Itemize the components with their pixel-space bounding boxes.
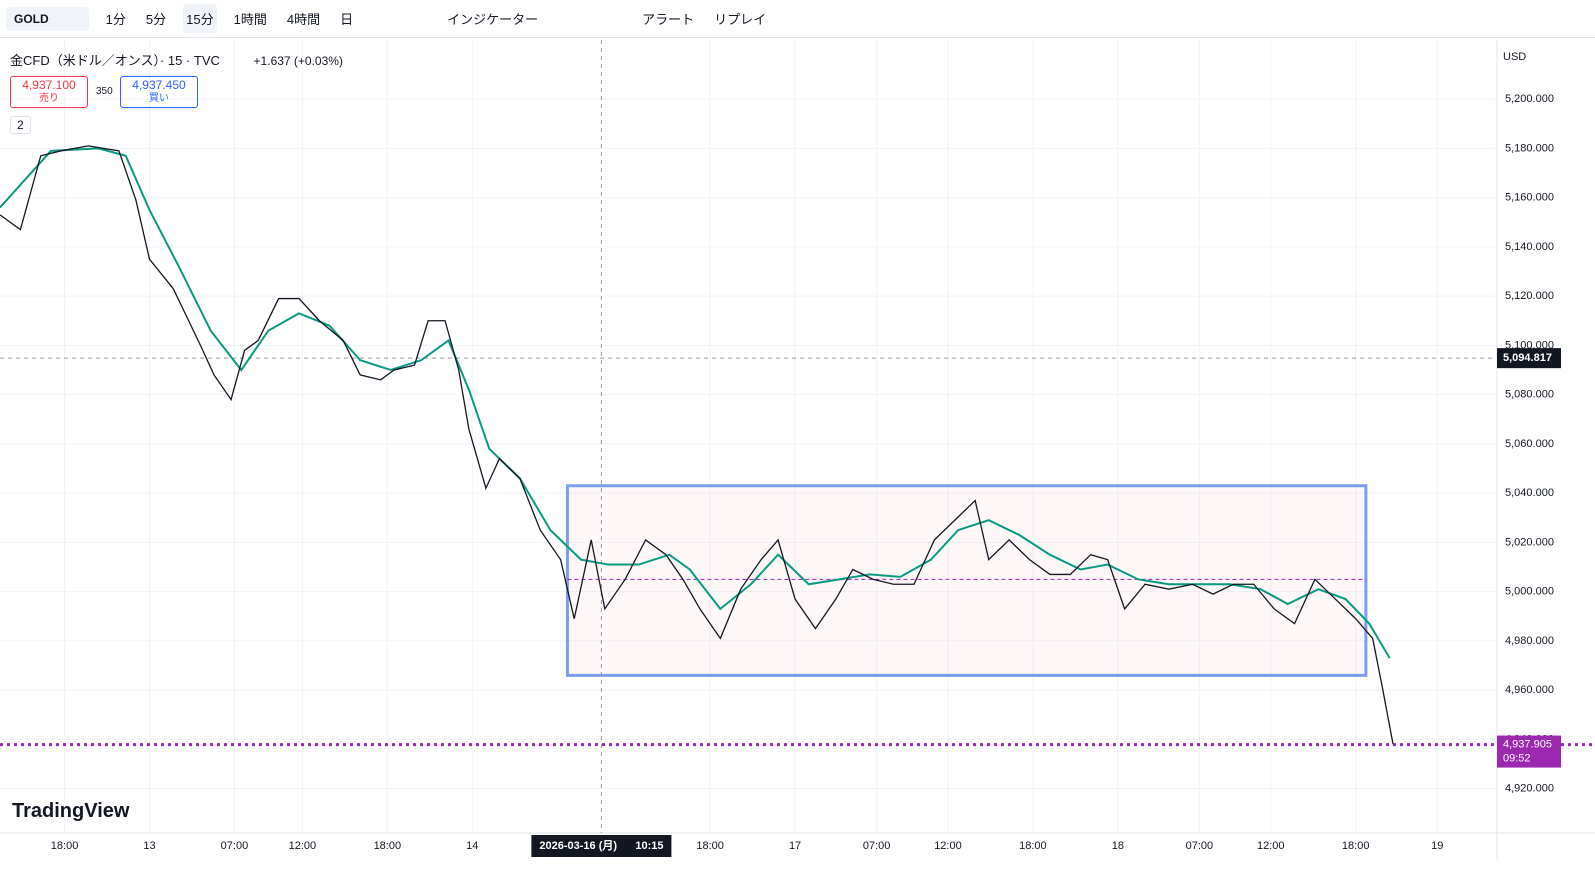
interval[interactable]: 日 [340,12,354,27]
x-tick-label: 12:00 [289,840,317,852]
alert-button[interactable]: アラート [642,12,695,27]
crosshair-label-bg [1497,348,1561,369]
y-tick-label: 5,040.000 [1505,487,1554,499]
symbol-search[interactable]: GOLD [6,6,89,31]
x-tick-label: 18 [1112,840,1124,852]
y-tick-label: 5,160.000 [1505,192,1554,204]
buy-label: 買い [149,93,169,104]
buy-price: 4,937.450 [132,78,186,92]
crosshair-time-bg [531,835,672,857]
x-tick-label: 18:00 [1019,840,1047,852]
x-tick-label: 07:00 [863,840,891,852]
y-tick-label: 5,140.000 [1505,241,1554,253]
spread: 350 [96,86,113,97]
interval[interactable]: 5分 [145,12,167,27]
chart: 5,200.000 5,180.000 5,160.000 5,140.000 5,12… [0,40,1595,860]
crosshair-label: 5,094.817 [1503,352,1552,364]
interval[interactable]: 1分 [105,12,126,27]
y-tick-label: 5,060.000 [1505,438,1554,450]
interval[interactable]: 15分 [183,4,217,33]
price-line [0,145,1394,745]
sell-button[interactable]: 4,937.100 売り [10,76,88,108]
crosshair-time: 10:15 [635,840,663,852]
interval[interactable]: 1時間 [233,12,267,27]
y-tick-label: 5,180.000 [1505,142,1554,154]
change: +1.637 (+0.03%) [253,54,343,68]
x-tick-label: 14 [466,840,478,852]
x-tick-label: 18:00 [696,840,724,852]
x-tick-label: 19 [1431,840,1443,852]
y-tick-label: 5,120.000 [1505,290,1554,302]
buy-button[interactable]: 4,937.450 買い [120,76,198,108]
y-tick-label: 5,080.000 [1505,389,1554,401]
y-tick-label: 4,920.000 [1505,783,1554,795]
x-tick-label: 18:00 [51,840,79,852]
y-tick-label: 4,960.000 [1505,684,1554,696]
range-box [565,484,1368,677]
interval[interactable]: 4時間 [286,12,321,27]
x-tick-label: 12:00 [1257,840,1285,852]
x-tick-label: 17 [789,840,801,852]
symbol-title: 金CFD（米ドル／オンス）· 15 · TVC [10,53,220,68]
countdown: 09:52 [1503,752,1531,764]
y-tick-label: 5,200.000 [1505,93,1554,105]
last-price-bg [1497,735,1561,768]
replay-button[interactable]: リプレイ [714,12,767,27]
legend: 金CFD（米ドル／オンス）· 15 · TVC +1.637 (+0.03%) … [10,50,343,134]
sell-price: 4,937.100 [22,78,76,92]
crosshair-date: 2026-03-16 (月) [539,839,617,852]
moving-average [0,147,1391,659]
x-tick-label: 12:00 [934,840,962,852]
x-tick-label: 07:00 [1186,840,1214,852]
y-tick-label: 5,000.000 [1505,586,1554,598]
y-tick-label: 5,020.000 [1505,536,1554,548]
sell-label: 売り [39,93,59,104]
indicator-toggle[interactable]: 2 [10,116,31,134]
toolbar: GOLD 1分 5分 15分 1時間 4時間 日 インジケーター アラート リプ… [0,0,1595,38]
x-tick-label: 18:00 [1342,840,1370,852]
x-tick-label: 18:00 [374,840,402,852]
x-tick-label: 07:00 [221,840,249,852]
indicators-button[interactable]: インジケーター [447,12,539,27]
x-tick-label: 13 [143,840,155,852]
currency[interactable]: USD [1503,51,1527,63]
logo: TradingView [12,800,130,822]
y-tick-label: 4,980.000 [1505,635,1554,647]
last-price-label: 4,937.905 [1503,738,1552,750]
